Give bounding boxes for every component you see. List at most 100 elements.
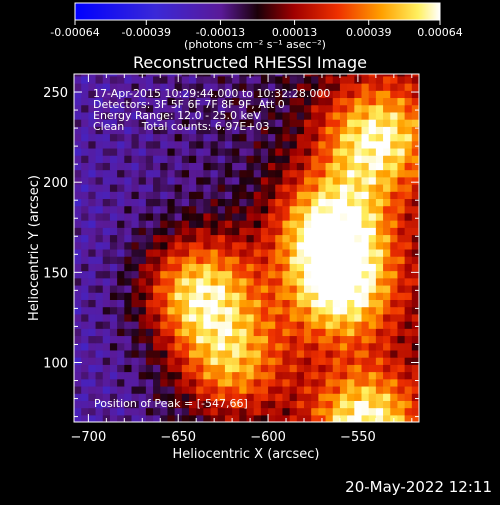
heatmap-cell <box>174 241 183 250</box>
heatmap-cell <box>117 284 125 293</box>
heatmap-cell <box>368 349 377 358</box>
heatmap-cell <box>124 277 133 286</box>
heatmap-cell <box>138 335 147 344</box>
heatmap-cell <box>289 306 298 315</box>
heatmap-cell <box>332 357 341 365</box>
heatmap-cell <box>253 162 262 171</box>
heatmap-cell <box>397 220 406 228</box>
heatmap-cell <box>189 234 197 243</box>
heatmap-cell <box>318 284 327 293</box>
heatmap-cell <box>239 75 248 84</box>
heatmap-cell <box>232 400 240 409</box>
heatmap-cell <box>109 126 118 135</box>
heatmap-cell <box>102 191 111 200</box>
heatmap-cell <box>210 169 219 178</box>
heatmap-cell <box>203 414 212 422</box>
heatmap-cell <box>390 126 399 135</box>
heatmap-cell <box>260 313 269 322</box>
heatmap-cell <box>224 212 233 221</box>
heatmap-cell <box>95 111 104 120</box>
heatmap-cell <box>74 169 82 178</box>
heatmap-cell <box>102 313 111 322</box>
heatmap-cell <box>275 256 284 264</box>
heatmap-cell <box>109 234 118 243</box>
heatmap-cell <box>368 198 377 207</box>
heatmap-cell <box>318 256 327 264</box>
heatmap-cell <box>253 75 262 84</box>
heatmap-cell <box>361 97 370 106</box>
heatmap-cell <box>361 111 370 120</box>
heatmap-cell <box>232 335 240 344</box>
heatmap-cell <box>88 342 97 351</box>
heatmap-cell <box>260 90 269 99</box>
heatmap-cell <box>88 205 97 214</box>
heatmap-cell <box>397 270 406 279</box>
heatmap-cell <box>74 183 82 192</box>
heatmap-cell <box>203 248 212 257</box>
heatmap-cell <box>88 364 97 373</box>
heatmap-cell <box>332 183 341 192</box>
heatmap-cell <box>325 313 334 322</box>
heatmap-cell <box>160 277 169 286</box>
heatmap-cell <box>109 162 118 171</box>
heatmap-cell <box>275 83 284 91</box>
heatmap-cell <box>117 277 125 286</box>
heatmap-cell <box>117 270 125 279</box>
heatmap-cell <box>404 140 413 149</box>
x-tick-label: −650 <box>160 430 196 445</box>
heatmap-cell <box>354 256 363 264</box>
heatmap-cell <box>361 205 370 214</box>
heatmap-cell <box>289 169 298 178</box>
heatmap-cell <box>81 97 89 106</box>
heatmap-cell <box>217 104 226 113</box>
heatmap-cell <box>246 234 255 243</box>
heatmap-cell <box>296 234 305 243</box>
heatmap-cell <box>253 104 262 113</box>
heatmap-cell <box>95 342 104 351</box>
heatmap-cell <box>253 414 262 422</box>
heatmap-cell <box>296 191 305 200</box>
heatmap-cell <box>74 119 82 127</box>
heatmap-cell <box>368 371 377 380</box>
heatmap-cell <box>318 176 327 185</box>
heatmap-cell <box>138 119 147 127</box>
heatmap-cell <box>339 321 348 329</box>
heatmap-cell <box>404 234 413 243</box>
heatmap-cell <box>109 227 118 236</box>
heatmap-cell <box>217 328 226 337</box>
heatmap-cell <box>289 385 298 394</box>
heatmap-cell <box>138 263 147 272</box>
heatmap-cell <box>224 321 233 329</box>
heatmap-cell <box>368 176 377 185</box>
heatmap-cell <box>296 263 305 272</box>
heatmap-cell <box>232 414 240 422</box>
heatmap-cell <box>339 241 348 250</box>
heatmap-cell <box>260 191 269 200</box>
heatmap-cell <box>289 321 298 329</box>
heatmap-cell <box>375 111 384 120</box>
heatmap-cell <box>404 155 413 163</box>
heatmap-cell <box>397 328 406 337</box>
heatmap-cell <box>383 306 391 315</box>
heatmap-cell <box>397 90 406 99</box>
heatmap-cell <box>260 248 269 257</box>
heatmap-cell <box>232 256 240 264</box>
heatmap-cell <box>167 90 176 99</box>
heatmap-cell <box>246 263 255 272</box>
heatmap-cell <box>397 263 406 272</box>
heatmap-cell <box>88 277 97 286</box>
heatmap-cell <box>260 198 269 207</box>
heatmap-cell <box>239 342 248 351</box>
heatmap-cell <box>354 357 363 365</box>
heatmap-cell <box>361 140 370 149</box>
heatmap-cell <box>260 342 269 351</box>
heatmap-cell <box>160 83 169 91</box>
heatmap-cell <box>102 220 111 228</box>
heatmap-cell <box>124 111 133 120</box>
heatmap-cell <box>275 248 284 257</box>
heatmap-cell <box>368 126 377 135</box>
heatmap-cell <box>81 364 89 373</box>
heatmap-cell <box>253 183 262 192</box>
heatmap-cell <box>311 256 319 264</box>
heatmap-cell <box>74 191 82 200</box>
